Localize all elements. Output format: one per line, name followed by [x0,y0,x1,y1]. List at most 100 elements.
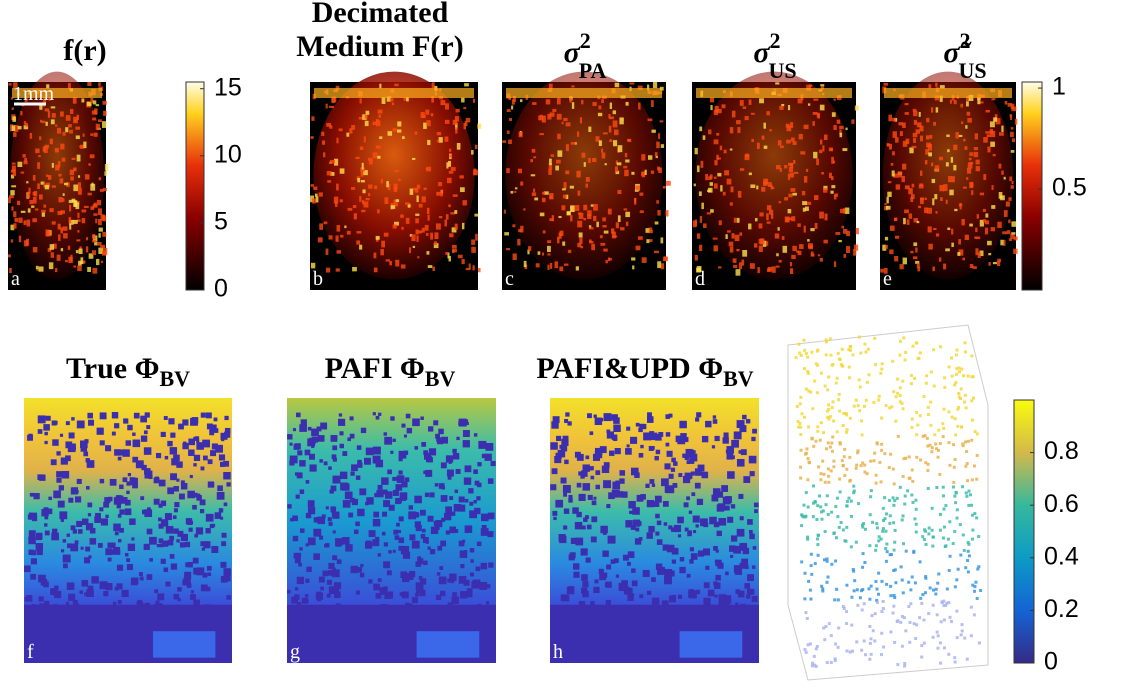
image-speckle [455,490,458,493]
image-speckle [453,194,458,197]
image-speckle [154,478,160,484]
image-speckle [843,208,846,213]
image-speckle [993,154,996,156]
image-speckle [98,208,102,215]
image-speckle [428,215,430,221]
image-speckle [290,443,293,446]
image-speckle [504,232,509,235]
image-speckle [342,451,347,456]
image-speckle [340,472,347,479]
image-speckle [682,454,686,458]
image-speckle [448,476,452,480]
image-speckle [713,488,721,496]
image-speckle [763,179,768,185]
image-speckle [394,187,397,192]
3d-voxel [919,459,922,462]
image-speckle [716,133,719,136]
image-speckle [86,246,88,252]
3d-voxel [843,455,846,458]
image-speckle [41,121,45,123]
image-speckle [313,553,320,560]
image-speckle [764,146,768,149]
image-speckle [11,206,13,210]
3d-voxel [941,422,944,425]
image-speckle [680,433,686,439]
image-speckle [460,564,464,568]
image-speckle [572,507,578,513]
image-speckle [63,539,66,542]
image-speckle [951,157,953,163]
3d-voxel [911,345,914,348]
3d-voxel [885,512,888,515]
3d-voxel [857,404,860,407]
image-speckle [168,418,174,424]
image-speckle [301,419,307,425]
image-speckle [843,229,847,234]
title-part: BV [723,366,754,391]
image-speckle [481,528,489,536]
image-speckle [602,225,606,228]
image-speckle [207,566,212,571]
3d-voxel [858,409,861,412]
image-speckle [909,213,913,218]
image-speckle [743,106,747,108]
image-speckle [657,210,660,216]
image-speckle [985,228,988,235]
image-speckle [465,465,472,472]
3d-voxel [880,368,883,371]
image-speckle [558,216,561,218]
image-speckle [583,205,587,211]
image-speckle [209,430,214,435]
image-speckle [572,102,574,109]
image-speckle [599,573,606,580]
image-speckle [378,110,383,114]
image-speckle [776,266,780,268]
3d-voxel [914,637,917,640]
3d-voxel [879,372,882,375]
image-speckle [383,586,387,590]
image-speckle [491,461,496,466]
image-speckle [298,563,302,567]
3d-voxel [870,489,873,492]
image-speckle [997,222,1001,228]
image-speckle [33,493,39,499]
image-speckle [170,433,175,438]
image-speckle [655,532,659,536]
image-speckle [666,181,671,186]
3d-voxel [835,382,838,385]
image-speckle [684,502,689,507]
3d-voxel [951,416,954,419]
image-speckle [99,228,103,232]
image-speckle [44,507,49,512]
image-speckle [77,155,81,162]
image-speckle [61,549,64,552]
image-speckle [335,541,341,547]
image-speckle [350,498,355,503]
image-speckle [28,550,33,555]
3d-voxel [927,463,930,466]
image-speckle [754,503,759,508]
image-speckle [376,236,380,240]
image-speckle [557,114,562,120]
image-speckle [591,516,597,522]
image-speckle [48,175,51,180]
image-speckle [445,103,449,109]
image-speckle [570,215,572,221]
image-speckle [701,161,704,168]
image-speckle [346,133,349,137]
image-speckle [77,266,82,271]
3d-voxel [920,602,923,605]
3d-voxel [926,469,929,472]
image-speckle [439,566,443,570]
3d-voxel [894,568,897,571]
3d-voxel [971,478,974,481]
image-speckle [585,184,588,188]
3d-voxel [948,464,951,467]
image-speckle [99,177,101,180]
3d-voxel [896,497,899,500]
panel-label: b [313,268,323,290]
3d-voxel [807,643,810,646]
image-speckle [939,157,943,161]
image-speckle [603,413,611,421]
image-speckle [1005,101,1008,105]
